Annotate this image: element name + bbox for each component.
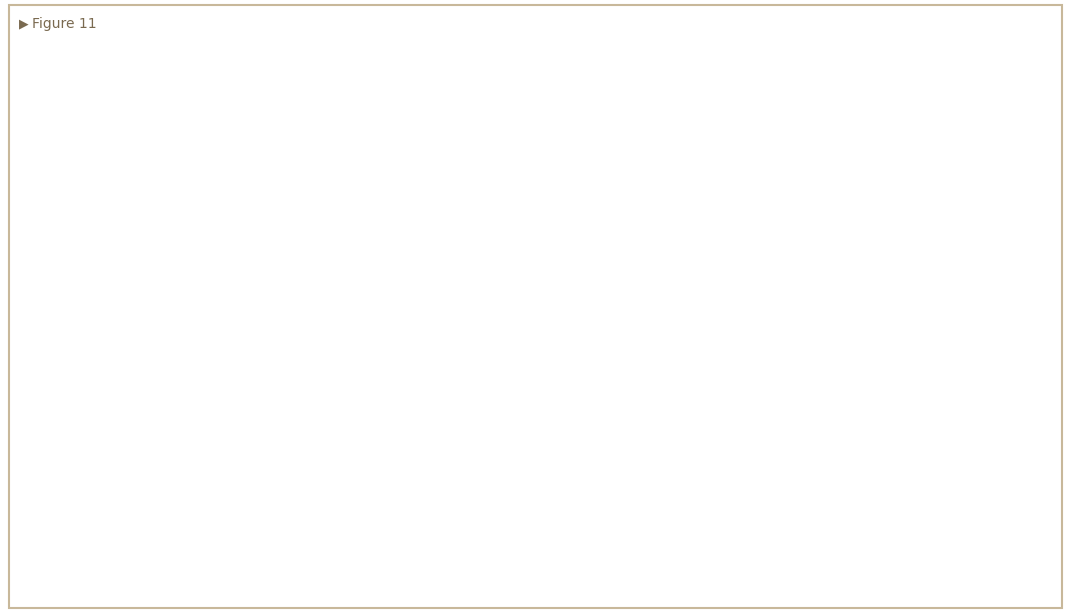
Text: % Savings: % Savings: [878, 430, 936, 440]
Text: 266
(281): 266 (281): [720, 569, 746, 591]
Text: BUILDING
SCENARIO: BUILDING SCENARIO: [21, 376, 78, 399]
Text: Absolute
MMBTU (GJ): Absolute MMBTU (GJ): [720, 430, 787, 452]
Text: 4279
(4515): 4279 (4515): [404, 569, 437, 591]
Text: Scenario 1:: Scenario 1:: [21, 477, 85, 487]
Polygon shape: [809, 173, 996, 338]
Polygon shape: [64, 135, 461, 204]
Text: With Building
Insulation Blanket: With Building Insulation Blanket: [404, 430, 507, 452]
Text: 5.85: 5.85: [878, 569, 901, 579]
Text: Façade with
glazing system covering
100% of the façade area: Façade with glazing system covering 100%…: [93, 477, 215, 511]
Text: Scenario 2:: Scenario 2:: [21, 569, 85, 579]
Text: Conventional
assemblies: Conventional assemblies: [220, 477, 285, 499]
Text: Conventional
assemblies: Conventional assemblies: [220, 569, 285, 591]
Text: Without Building
Insulation Blanket: Without Building Insulation Blanket: [562, 430, 664, 452]
Polygon shape: [273, 173, 461, 338]
Text: Scenario 1: Scenario 1: [215, 348, 311, 367]
Text: 3.56: 3.56: [878, 477, 901, 487]
Text: 3.31: 3.31: [878, 532, 900, 543]
Text: 5905
(6230): 5905 (6230): [404, 477, 437, 499]
Text: SAVINGS DUE TO BUILDING
INSULATION BLANKET DETAILS: SAVINGS DUE TO BUILDING INSULATION BLANK…: [720, 376, 892, 399]
Text: ANNUAL HEATING ENERGY USE
MMBTU (GJ): ANNUAL HEATING ENERGY USE MMBTU (GJ): [404, 376, 576, 399]
Polygon shape: [600, 173, 809, 338]
Text: 4421
(4665): 4421 (4665): [562, 532, 595, 554]
Text: Façade with
curtain wall glazing and a
steel stud wall assembly: Façade with curtain wall glazing and a s…: [93, 569, 222, 603]
Text: Higher-performance
assemblies: Higher-performance assemblies: [220, 532, 319, 554]
Text: ASSEMBLY
PERFORMANCE: ASSEMBLY PERFORMANCE: [220, 376, 304, 399]
Text: ▶: ▶: [19, 17, 29, 30]
Text: 4545
(4796): 4545 (4796): [562, 569, 595, 591]
Text: 6123
(6460): 6123 (6460): [562, 477, 594, 499]
Text: 147
(155): 147 (155): [720, 532, 746, 554]
Text: 218
(230): 218 (230): [720, 477, 746, 499]
Text: Scenario 2: Scenario 2: [750, 348, 846, 367]
Text: 4275
(4511): 4275 (4511): [404, 532, 437, 554]
Polygon shape: [64, 173, 273, 338]
Text: Figure 11: Figure 11: [32, 17, 96, 31]
Polygon shape: [600, 135, 996, 204]
